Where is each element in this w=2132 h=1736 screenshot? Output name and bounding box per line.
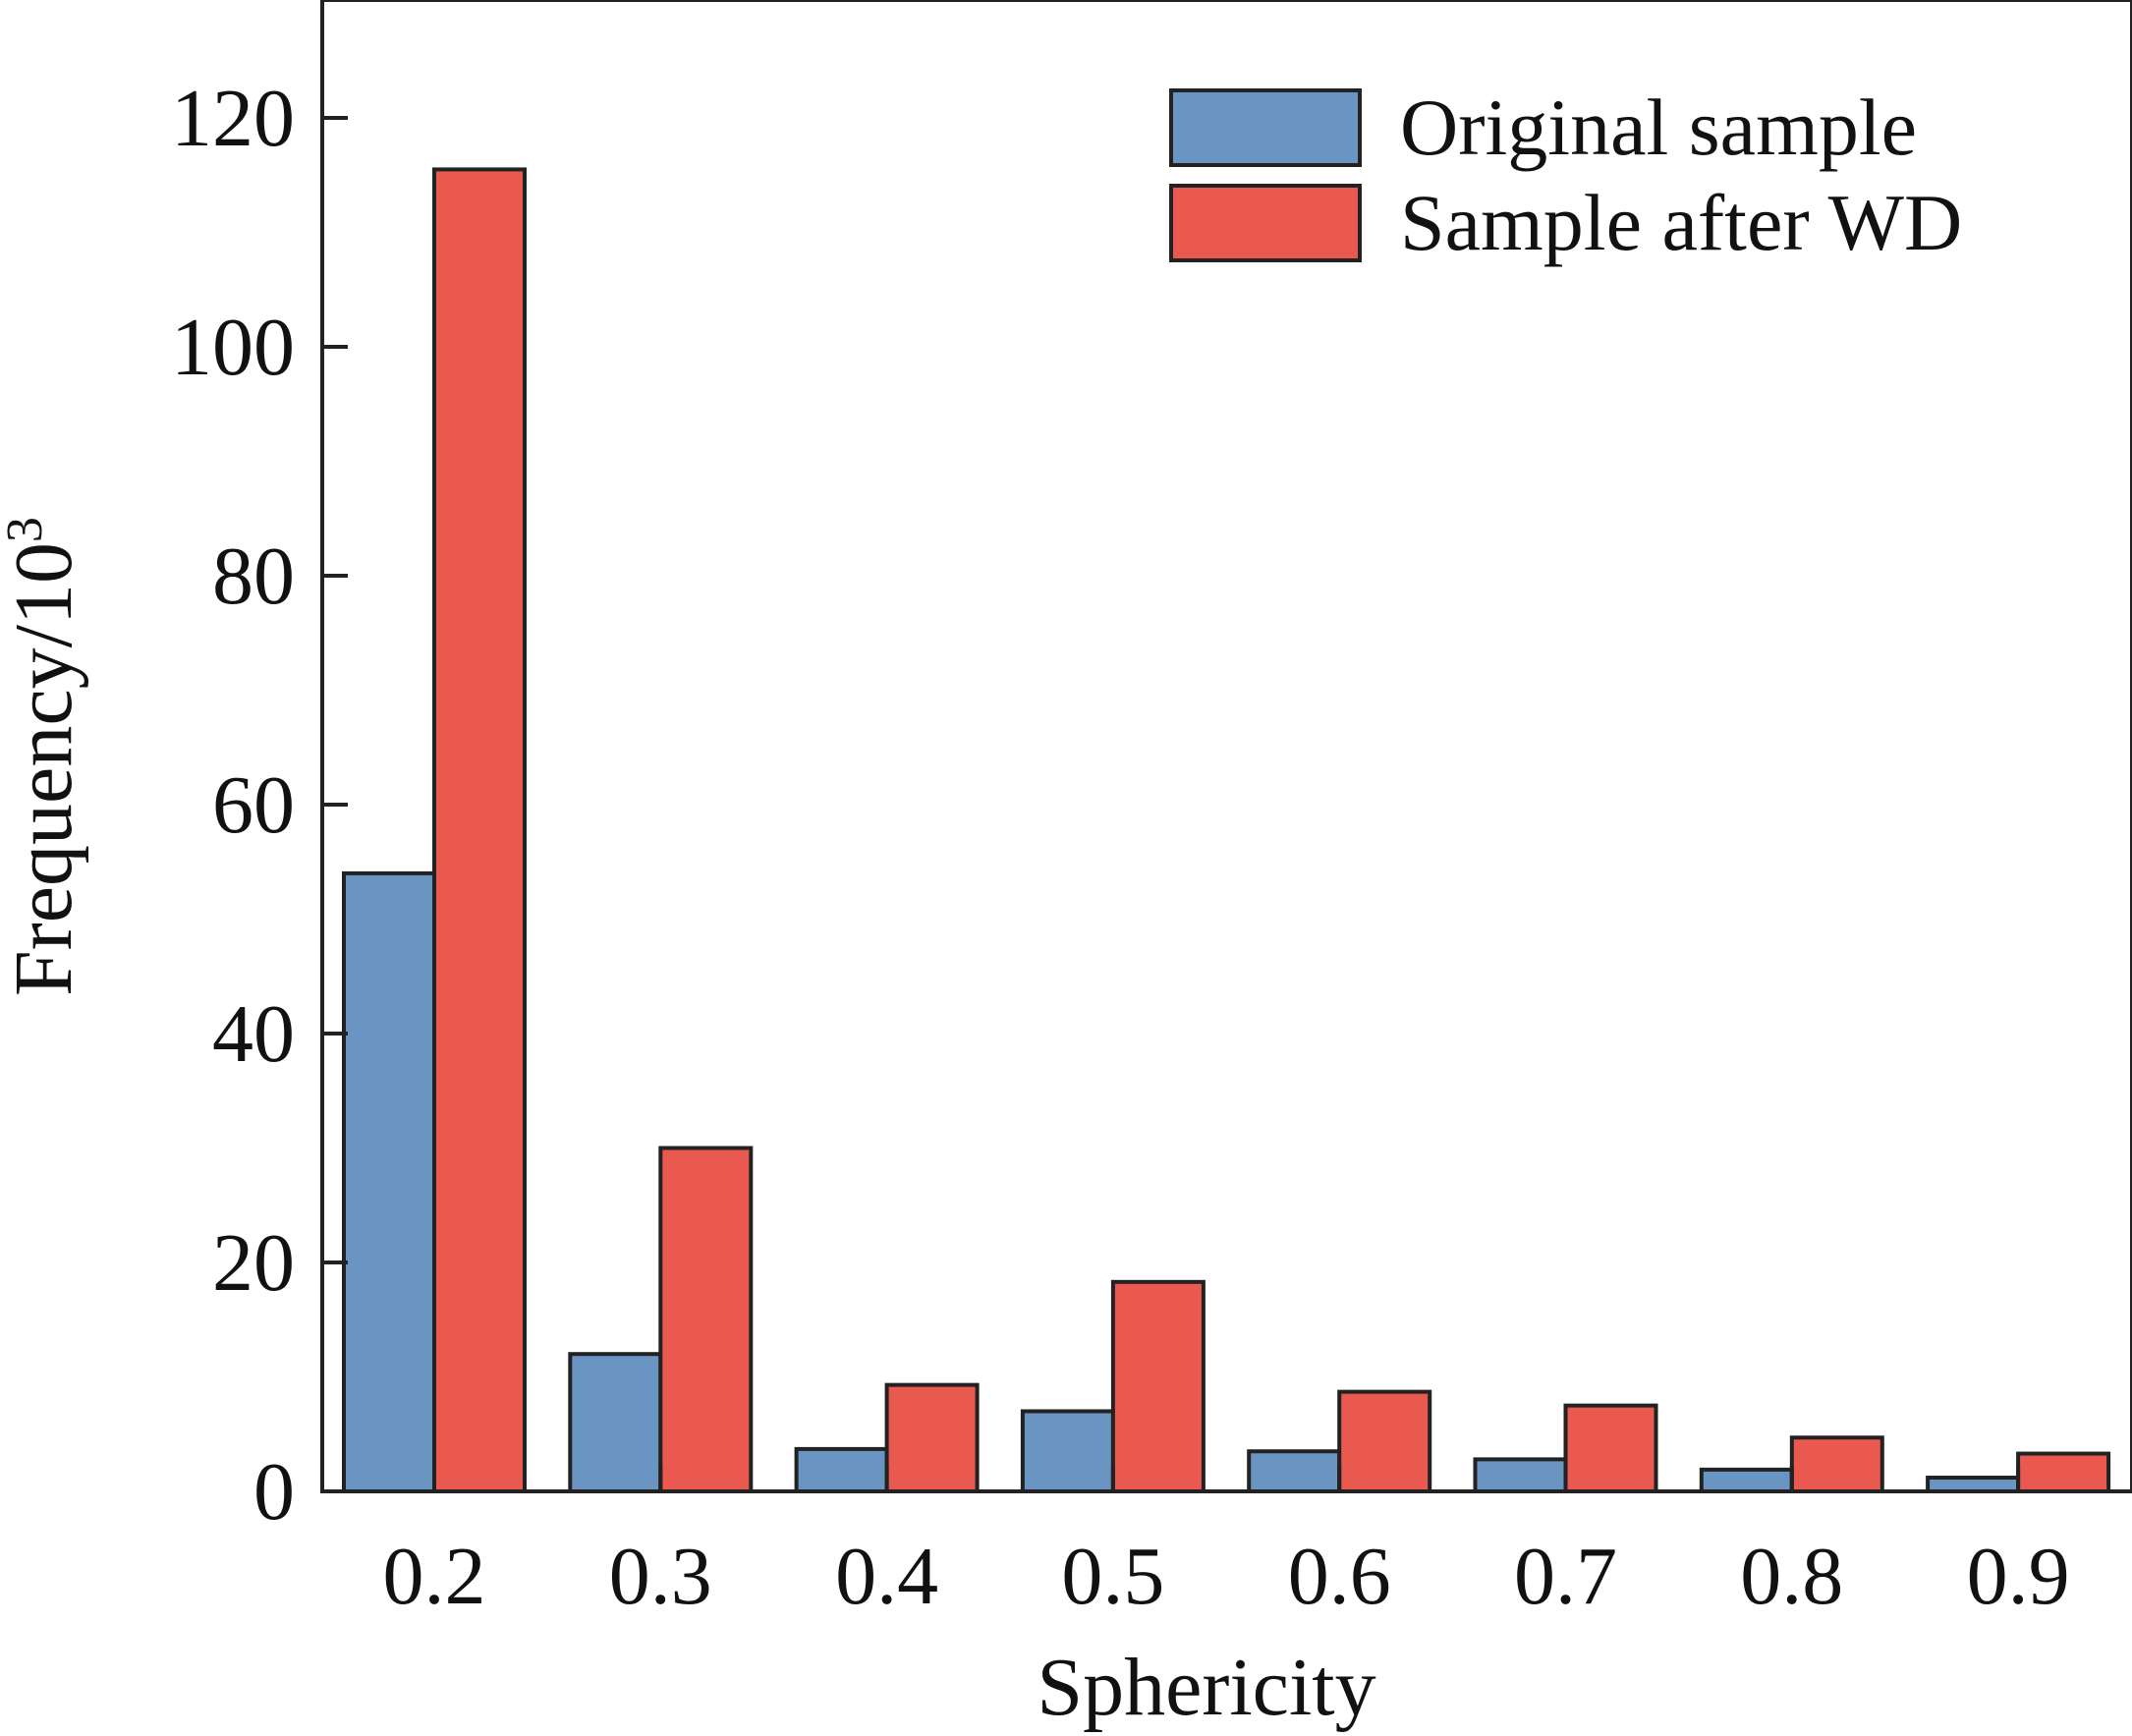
y-tick-label-60: 60 [212, 759, 295, 851]
legend-label-after-wd: Sample after WD [1400, 178, 1962, 267]
bar-after-wd-0.9 [2016, 1451, 2111, 1494]
x-tick-label-0.7: 0.7 [1514, 1531, 1617, 1622]
bar-after-wd-0.6 [1337, 1389, 1432, 1494]
bar-original-0.4 [794, 1446, 889, 1494]
y-tick-label-0: 0 [253, 1446, 295, 1538]
x-tick-label-0.9: 0.9 [1967, 1531, 2070, 1622]
y-tick-label-120: 120 [171, 73, 295, 164]
bar-original-0.2 [342, 870, 436, 1493]
bar-original-0.7 [1473, 1457, 1568, 1494]
bar-original-0.6 [1247, 1449, 1342, 1493]
y-axis-title: Frequency/103 [0, 517, 89, 996]
bar-original-0.8 [1699, 1467, 1794, 1493]
x-tick-label-0.5: 0.5 [1061, 1531, 1164, 1622]
y-tick-label-40: 40 [212, 988, 295, 1080]
y-axis-title-main: Frequency/10 [0, 542, 89, 996]
y-tick-label-80: 80 [212, 531, 295, 622]
y-axis: 0 20 40 60 80 100 120 [171, 73, 348, 1538]
bar-after-wd-0.4 [884, 1382, 980, 1494]
bar-original-0.9 [1926, 1476, 2021, 1494]
y-tick-label-100: 100 [171, 302, 295, 393]
x-tick-label-0.3: 0.3 [609, 1531, 712, 1622]
x-axis: 0.2 0.3 0.4 0.5 0.6 0.7 0.8 0.9 [383, 1466, 2070, 1622]
y-axis-title-superscript: 3 [0, 517, 53, 542]
x-tick-label-0.8: 0.8 [1740, 1531, 1843, 1622]
legend-swatch-original [1169, 88, 1362, 167]
x-tick-label-0.4: 0.4 [835, 1531, 938, 1622]
x-tick-label-0.6: 0.6 [1288, 1531, 1391, 1622]
bar-after-wd-0.5 [1110, 1279, 1206, 1494]
bar-after-wd-0.8 [1789, 1435, 1884, 1493]
x-tick-label-0.2: 0.2 [383, 1531, 486, 1622]
bar-after-wd-0.7 [1563, 1403, 1658, 1493]
plot-frame [320, 0, 2132, 1493]
legend-swatch-after-wd [1169, 184, 1362, 262]
x-axis-title: Sphericity [1037, 1642, 1375, 1733]
bar-after-wd-0.2 [432, 167, 527, 1493]
bar-original-0.5 [1020, 1409, 1115, 1493]
bar-original-0.3 [568, 1352, 663, 1493]
bars-layer [342, 167, 2111, 1494]
bar-after-wd-0.3 [658, 1146, 754, 1493]
legend-label-original: Original sample [1400, 83, 1917, 172]
y-tick-label-20: 20 [212, 1217, 295, 1309]
